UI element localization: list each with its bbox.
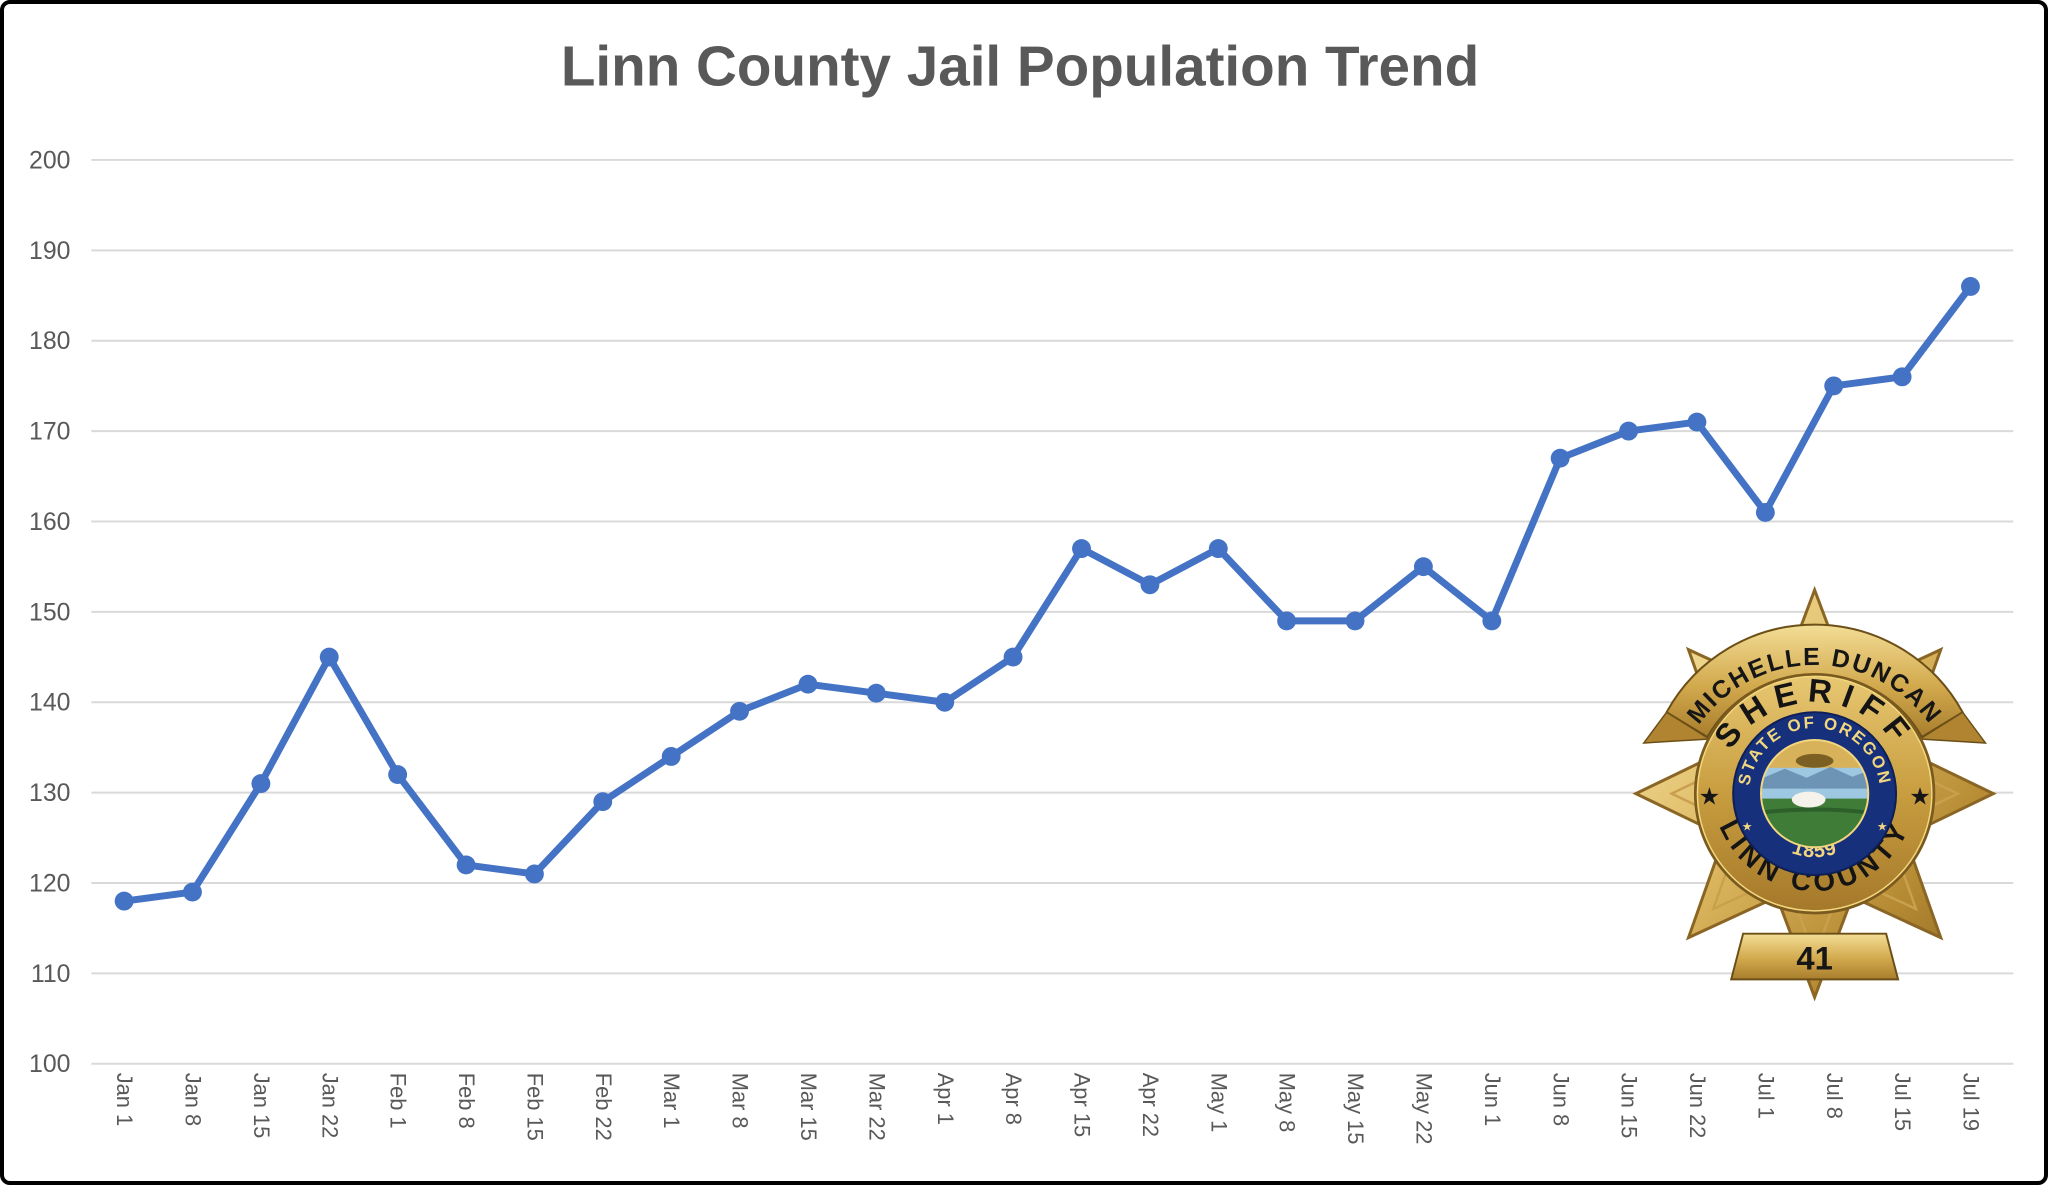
data-point — [1140, 575, 1160, 595]
x-tick-label: Feb 1 — [386, 1073, 411, 1129]
x-tick-label: Mar 8 — [728, 1073, 753, 1129]
x-tick-label: Jan 15 — [249, 1073, 274, 1139]
x-tick-label: May 1 — [1206, 1073, 1231, 1132]
y-tick-label: 110 — [31, 961, 71, 988]
data-point — [1413, 557, 1433, 577]
x-tick-label: Jan 22 — [317, 1073, 342, 1139]
data-point — [798, 674, 818, 694]
data-point-markers — [114, 277, 1980, 911]
y-tick-label: 200 — [29, 147, 70, 174]
y-axis-labels: 100 110 120 130 140 150 160 170 180 190 200 — [29, 147, 70, 1078]
data-point — [319, 647, 339, 667]
badge-ring-star-left: ★ — [1699, 784, 1720, 811]
badge-seal-star-left: ★ — [1742, 819, 1753, 833]
x-tick-label: Mar 15 — [796, 1073, 821, 1141]
x-tick-label: Jul 1 — [1753, 1073, 1778, 1119]
x-tick-label: Feb 22 — [591, 1073, 616, 1141]
x-tick-label: Jul 15 — [1890, 1073, 1915, 1131]
y-tick-label: 180 — [29, 328, 70, 355]
x-tick-label: Jul 19 — [1959, 1073, 1984, 1131]
badge-seal-star-right: ★ — [1877, 819, 1888, 833]
data-point — [1755, 503, 1775, 522]
badge-number-banner — [1729, 932, 1900, 981]
x-tick-label: Apr 8 — [1001, 1073, 1026, 1125]
y-tick-label: 150 — [29, 599, 70, 626]
data-point — [1345, 611, 1365, 631]
y-tick-label: 190 — [29, 238, 70, 265]
y-tick-label: 120 — [29, 870, 70, 897]
data-point — [1619, 421, 1639, 441]
x-tick-label: May 8 — [1275, 1073, 1300, 1132]
data-point — [1550, 448, 1570, 468]
data-point — [1961, 277, 1980, 296]
data-point — [114, 891, 134, 911]
data-point — [524, 864, 544, 884]
data-point — [1824, 376, 1844, 396]
x-tick-label: Jan 8 — [181, 1073, 206, 1126]
data-point — [1482, 611, 1502, 631]
x-tick-label: Apr 1 — [933, 1073, 958, 1125]
badge-ring-star-right: ★ — [1909, 784, 1930, 811]
data-point — [1003, 647, 1023, 667]
x-tick-label: Jun 15 — [1617, 1073, 1642, 1139]
x-tick-label: Jul 8 — [1822, 1073, 1847, 1119]
x-tick-label: May 15 — [1343, 1073, 1368, 1145]
jail-population-line-chart: Linn County Jail Population Trend 100 110… — [29, 34, 2014, 1145]
y-tick-label: 140 — [29, 690, 70, 717]
data-point — [1277, 611, 1297, 631]
x-tick-label: Jun 1 — [1480, 1073, 1505, 1126]
badge-seal-interior — [1760, 739, 1869, 848]
data-point — [730, 701, 749, 721]
x-tick-label: May 22 — [1411, 1073, 1436, 1145]
y-tick-label: 100 — [29, 1051, 70, 1078]
data-point — [456, 855, 476, 875]
data-point — [1892, 367, 1912, 387]
chart-title: Linn County Jail Population Trend — [561, 34, 1479, 97]
data-point — [866, 683, 886, 703]
data-point — [935, 692, 955, 712]
data-point — [251, 774, 271, 794]
x-tick-label: Apr 22 — [1138, 1073, 1163, 1137]
sheriff-badge: MICHELLE DUNCAN SHERIFF LINN COUNTY ★ ★ … — [1632, 585, 1997, 1002]
data-point — [593, 792, 613, 812]
y-tick-label: 170 — [29, 419, 70, 446]
data-point — [183, 882, 202, 902]
y-tick-label: 130 — [29, 780, 70, 807]
badge-number: 41 — [1796, 939, 1832, 976]
x-tick-label: Mar 22 — [864, 1073, 889, 1141]
y-tick-label: 160 — [29, 509, 70, 536]
badge-ribbon-fold-right — [1917, 711, 1988, 744]
trend-line — [120, 283, 1974, 905]
x-tick-label: Feb 8 — [454, 1073, 479, 1129]
badge-seal-border — [1759, 739, 1870, 849]
x-tick-label: Apr 15 — [1070, 1073, 1095, 1137]
data-point — [1072, 539, 1091, 559]
data-point — [388, 765, 408, 784]
data-point — [1687, 412, 1707, 432]
x-tick-label: Mar 1 — [659, 1073, 684, 1129]
badge-ribbon-fold-left — [1642, 711, 1712, 744]
x-tick-label: Feb 15 — [522, 1073, 547, 1141]
x-tick-label: Jan 1 — [112, 1073, 137, 1126]
gridlines — [91, 158, 2014, 1065]
x-tick-label: Jun 8 — [1548, 1073, 1573, 1126]
x-axis-labels: Jan 1 Jan 8 Jan 15 Jan 22 Feb 1 Feb 8 Feb 15 Fe… — [112, 1073, 1983, 1145]
badge-ring-highlight — [1696, 675, 1933, 912]
x-tick-label: Jun 22 — [1685, 1073, 1710, 1139]
data-point — [1208, 539, 1228, 559]
data-point — [661, 747, 681, 766]
